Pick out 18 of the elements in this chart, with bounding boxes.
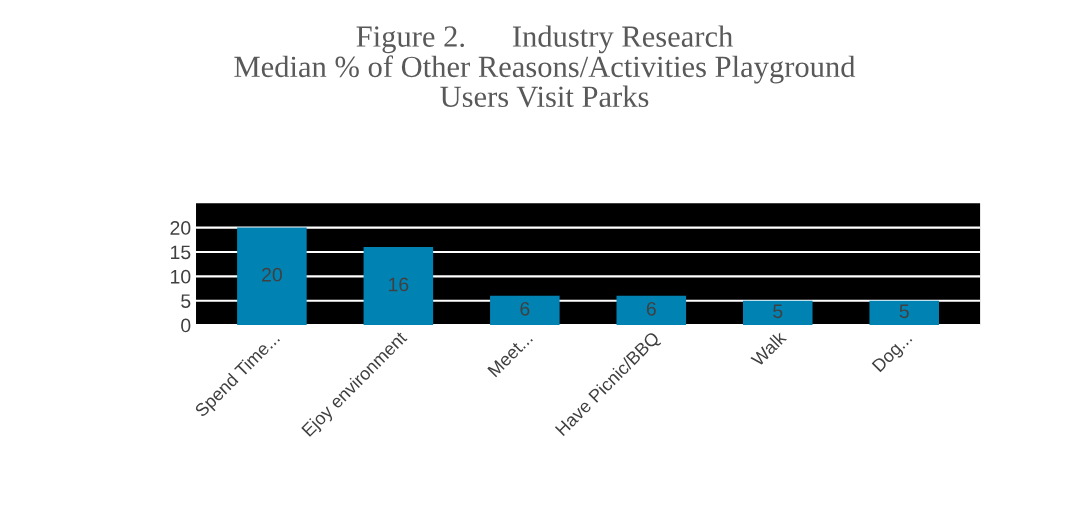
data-label: 6 — [646, 301, 656, 316]
bar — [616, 295, 687, 326]
chart-title: Figure 2. Industry Research Median % of Other Reasons/Activities Playground Users Visit Parks — [234, 25, 856, 108]
data-label: 16 — [389, 277, 409, 292]
data-label: 5 — [899, 304, 909, 319]
bar — [363, 247, 434, 326]
y-tick-label: 5 — [181, 294, 191, 308]
y-tick-label: 20 — [170, 221, 191, 235]
y-tick-label: 0 — [181, 318, 191, 333]
y-tick-label: 15 — [171, 245, 191, 260]
data-label: 20 — [262, 267, 282, 282]
bar — [869, 300, 939, 326]
data-label: 5 — [773, 304, 783, 319]
data-label: 6 — [520, 301, 530, 316]
bar — [490, 295, 560, 326]
bar — [742, 300, 813, 326]
y-tick-label: 10 — [171, 269, 191, 284]
bar — [237, 227, 307, 326]
